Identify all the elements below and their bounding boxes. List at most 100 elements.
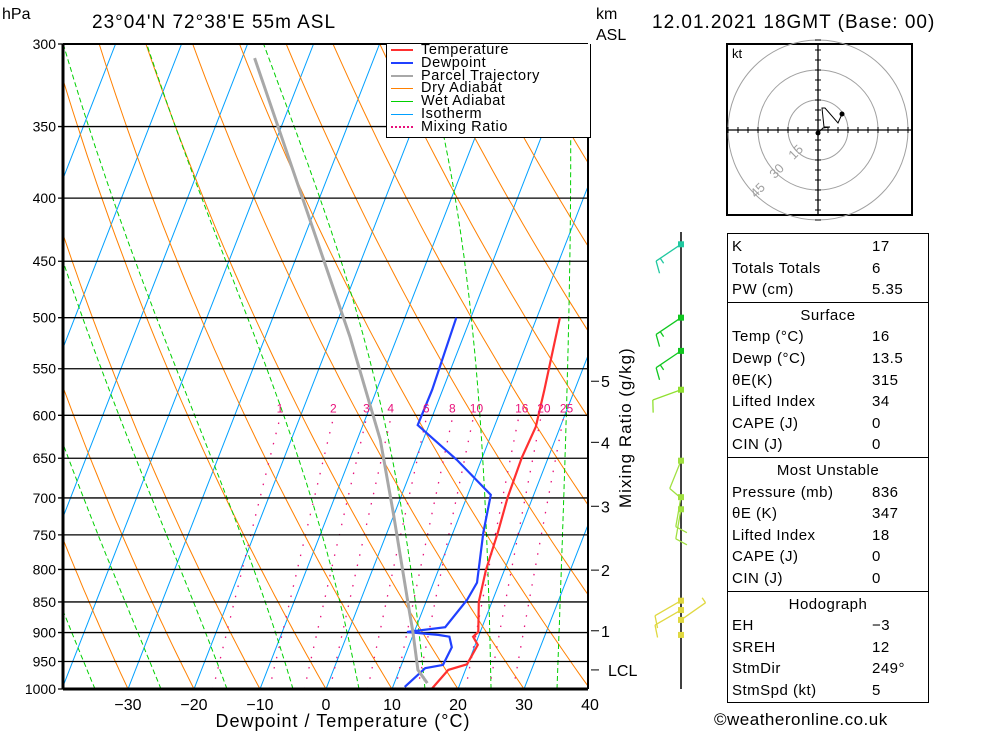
legend-label: Dewpoint xyxy=(421,54,487,71)
mixing-ratio-label: 10 xyxy=(470,401,484,415)
legend-label: Isotherm xyxy=(421,105,483,122)
barb-point xyxy=(678,241,684,248)
barb-half-flag xyxy=(701,597,707,604)
wet-adiabat-line xyxy=(63,44,294,689)
x-tick-label: 30 xyxy=(515,697,533,714)
mixing-ratio-label: 6 xyxy=(423,401,430,415)
stat-label: θE(K) xyxy=(732,371,773,389)
barb-flag xyxy=(655,260,661,274)
isotherm-line xyxy=(457,354,588,689)
legend-swatch xyxy=(391,88,413,90)
legend-label: Dry Adiabat xyxy=(421,80,503,97)
stat-row: SREH 12 xyxy=(728,637,928,659)
dry-adiabat-line xyxy=(239,44,588,688)
x-axis-title: Dewpoint / Temperature (°C) xyxy=(216,711,471,731)
section-title: Most Unstable xyxy=(776,461,880,479)
dry-adiabat-line xyxy=(63,385,195,689)
stat-row: K 17 xyxy=(728,236,928,258)
mixing-ratio-axis-title: Mixing Ratio (g/kg) xyxy=(616,347,635,508)
indices-section: K 17 Totals Totals 6 PW (cm) 5.35 xyxy=(728,234,928,303)
mixing-ratio-label: 20 xyxy=(537,401,551,415)
isotherm-line xyxy=(63,44,117,181)
mixing-ratio-label: 25 xyxy=(560,401,574,415)
wind-barb xyxy=(678,597,707,623)
stat-label: EH xyxy=(732,617,754,635)
x-tick-label: 0 xyxy=(322,697,331,714)
stat-label: Lifted Index xyxy=(732,526,816,544)
wet-adiabat-line xyxy=(556,44,572,689)
barb-staff xyxy=(652,389,682,401)
km-label: km xyxy=(596,6,618,23)
hodograph-trace xyxy=(817,107,843,134)
stat-value: 17 xyxy=(872,238,890,255)
dry-adiabat-line xyxy=(145,44,459,689)
stat-value: 0 xyxy=(872,569,881,587)
stat-label: CIN (J) xyxy=(732,436,783,454)
temperature-line xyxy=(430,317,561,689)
hodograph-start-point xyxy=(815,130,821,136)
barb-staff xyxy=(654,600,682,617)
section-title: Surface xyxy=(800,306,856,324)
isotherm-line xyxy=(63,44,183,350)
isotherm-line xyxy=(63,44,315,688)
stat-value: −3 xyxy=(872,617,891,635)
stat-value: 0 xyxy=(872,414,881,432)
barb-flag xyxy=(675,538,688,546)
stat-row: CIN (J) 0 xyxy=(728,568,928,590)
stat-value: 13.5 xyxy=(872,349,904,367)
mixing-ratio-line xyxy=(394,415,454,689)
isotherm-line xyxy=(325,44,579,689)
pressure-tick-label: 1000 xyxy=(25,681,56,697)
stats-panel: K 17 Totals Totals 6 PW (cm) 5.35 Surface T… xyxy=(727,233,929,704)
wind-barb xyxy=(655,314,684,347)
legend: Temperature Dewpoint Parcel Trajectory D… xyxy=(386,43,591,138)
stat-value: 5.35 xyxy=(872,281,904,299)
stat-row: CAPE (J) 0 xyxy=(728,413,928,435)
section-title: Hodograph xyxy=(788,595,868,613)
wet-adiabat-line xyxy=(421,44,492,689)
stat-row: θE (K) 347 xyxy=(728,503,928,525)
dry-adiabat-line xyxy=(379,44,588,418)
mixing-ratio-line xyxy=(488,415,542,689)
barb-point xyxy=(678,494,684,501)
hodograph-unit-label: kt xyxy=(732,46,743,61)
legend-swatch xyxy=(391,113,413,115)
axis-labels: 1 2 3 4 6 8 10 16 20 2530035040045050055060065070… xyxy=(25,36,638,731)
legend-swatch xyxy=(391,74,413,77)
stat-row: Lifted Index 34 xyxy=(728,391,928,413)
pressure-tick-label: 450 xyxy=(33,253,57,269)
hodograph-ring-label: 15 xyxy=(785,141,806,162)
barb-half-flag xyxy=(659,257,665,264)
wind-barbs xyxy=(652,232,707,689)
stat-value: 18 xyxy=(872,526,890,544)
km-tick-label: 2 xyxy=(601,563,610,580)
pressure-tick-label: 500 xyxy=(33,310,57,326)
stat-label: θE (K) xyxy=(732,505,778,523)
stat-value: 347 xyxy=(872,505,899,523)
hodograph-ring-label: 45 xyxy=(747,180,768,201)
pressure-tick-label: 400 xyxy=(33,190,57,206)
barb-point xyxy=(678,506,684,513)
legend-temperature: Temperature xyxy=(387,43,590,57)
barb-point xyxy=(678,597,684,604)
stat-value: 34 xyxy=(872,393,890,411)
barb-flag xyxy=(654,624,659,638)
barb-point xyxy=(678,347,684,354)
asl-label: ASL xyxy=(596,27,627,44)
mixing-ratio-label: 8 xyxy=(449,401,456,415)
isotherm-line xyxy=(523,523,588,689)
stat-label: CAPE (J) xyxy=(732,414,799,432)
legend-mixing-ratio: Mixing Ratio xyxy=(387,120,590,134)
dry-adiabat-line xyxy=(98,44,393,689)
copyright-link[interactable]: ©weatheronline.co.uk xyxy=(714,710,888,729)
km-tick-label: 3 xyxy=(601,499,610,516)
stat-value: 836 xyxy=(872,483,899,501)
pressure-tick-label: 300 xyxy=(33,36,57,52)
wet-adiabat-line xyxy=(263,44,426,689)
stat-row: Dewp (°C) 13.5 xyxy=(728,348,928,370)
legend-isotherm: Isotherm xyxy=(387,105,590,122)
stat-row: CAPE (J) 0 xyxy=(728,546,928,568)
barb-flag xyxy=(669,488,680,498)
legend-dry-adiabat: Dry Adiabat xyxy=(387,80,590,97)
barb-staff xyxy=(680,602,706,621)
